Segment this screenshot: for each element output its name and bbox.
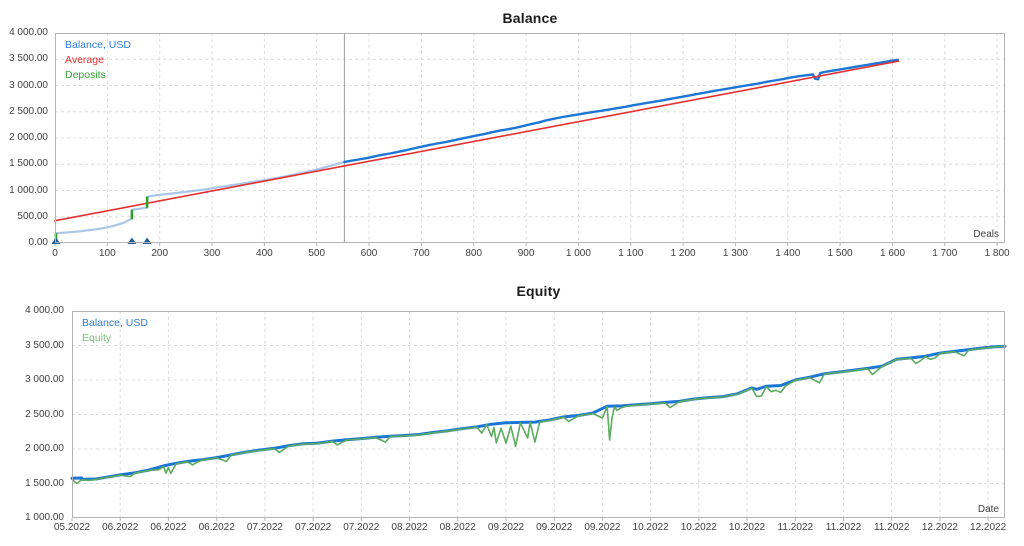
x-tick-label: 11.2022: [825, 522, 862, 533]
legend-item: Balance, USD: [82, 317, 148, 329]
balance-chart: Balance 4 000.00 3 500.00 3 000.00 2 500.00…: [0, 0, 1024, 270]
y-tick-label: 3 500.00: [25, 339, 64, 351]
balance-plot-canvas: [51, 33, 1005, 246]
y-tick-label: 3 500.00: [9, 53, 48, 65]
x-tick-label: 200: [151, 248, 169, 259]
y-tick-label: 1 000.00: [9, 184, 48, 196]
legend-item: Equity: [82, 332, 112, 344]
x-tick-label: 08.2022: [439, 522, 476, 533]
balance-chart-title: Balance: [502, 10, 558, 26]
legend-item: Average: [65, 54, 104, 66]
balance-legend: Balance, USD Average Deposits: [65, 38, 131, 83]
y-tick-label: 2 000.00: [9, 132, 48, 143]
equity-legend: Balance, USD Equity: [82, 316, 148, 346]
x-tick-label: 1 200: [670, 248, 696, 259]
x-tick-label: 400: [256, 248, 273, 259]
x-tick-label: 600: [360, 248, 378, 259]
x-tick-label: 07.2022: [343, 522, 380, 533]
balance-y-axis: 4 000.00 3 500.00 3 000.00 2 500.00 2 000.00…: [0, 0, 48, 270]
legend-item: Balance, USD: [65, 39, 131, 51]
x-tick-label: 10.2022: [680, 522, 717, 533]
series-balance-forward: [343, 58, 899, 164]
equity-chart-title: Equity: [516, 283, 561, 299]
x-tick-label: 06.2022: [198, 522, 235, 533]
x-tick-label: 800: [465, 248, 483, 259]
x-tick-label: 1 500: [827, 248, 853, 259]
legend-item: Deposits: [65, 69, 106, 81]
x-tick-label: 1 300: [722, 248, 748, 259]
y-tick-label: 1 000.00: [25, 512, 64, 523]
x-tick-label: 1 000: [565, 248, 591, 259]
x-tick-label: 12.2022: [921, 522, 958, 533]
x-tick-label: 1 100: [618, 248, 644, 259]
y-tick-label: 2 500.00: [25, 408, 64, 420]
x-tick-label: 07.2022: [246, 522, 283, 533]
series-equity: [71, 345, 1006, 485]
x-tick-label: 10.2022: [728, 522, 766, 533]
plot-border: [55, 33, 1005, 243]
equity-plot-area: [70, 311, 1007, 521]
equity-chart: Equity 4 000.00 3 500.00 3 000.00 2 500.00 2…: [0, 270, 1024, 546]
x-tick-label: 06.2022: [102, 522, 139, 533]
x-tick-label: 05.2022: [53, 522, 91, 533]
x-tick-label: 06.2022: [150, 522, 187, 533]
x-tick-label: 11.2022: [873, 522, 910, 533]
x-tick-label: 300: [203, 248, 221, 259]
x-tick-label: 500: [308, 248, 326, 259]
equity-axis-unit-label: Date: [977, 504, 999, 515]
x-tick-label: 08.2022: [391, 522, 428, 533]
x-tick-label: 09.2022: [536, 522, 573, 533]
y-tick-label: 1 500.00: [9, 158, 48, 170]
series-average: [54, 60, 900, 222]
x-tick-label: 1 400: [775, 248, 801, 259]
y-tick-label: 3 000.00: [25, 374, 64, 385]
y-tick-label: 500.00: [17, 210, 48, 222]
y-tick-label: 4 000.00: [9, 27, 48, 38]
balance-axis-unit-label: Deals: [973, 229, 999, 240]
y-tick-label: 0.00: [28, 237, 48, 248]
equity-x-axis: 05.2022 06.2022 06.2022 06.2022 07.2022 07.20…: [54, 522, 1007, 536]
x-tick-label: 1 600: [879, 248, 906, 259]
plot-border: [72, 311, 1005, 518]
y-tick-label: 2 000.00: [25, 443, 64, 454]
x-tick-label: 1 700: [932, 248, 958, 259]
x-tick-label: 0: [52, 248, 58, 259]
x-tick-label: 10.2022: [632, 522, 669, 533]
balance-plot-area: [51, 33, 1005, 246]
x-tick-label: 11.2022: [777, 522, 813, 533]
x-tick-label: 900: [517, 248, 535, 259]
x-tick-label: 700: [413, 248, 430, 259]
x-tick-label: 09.2022: [487, 522, 525, 533]
y-tick-label: 4 000.00: [25, 305, 64, 316]
y-tick-label: 1 500.00: [25, 477, 64, 489]
equity-y-axis: 4 000.00 3 500.00 3 000.00 2 500.00 2 000.00…: [0, 270, 64, 546]
x-tick-label: 09.2022: [584, 522, 621, 533]
y-tick-label: 2 500.00: [9, 105, 48, 117]
x-tick-label: 1 800: [984, 248, 1010, 259]
x-tick-label: 12.2022: [970, 522, 1007, 533]
x-tick-label: 07.2022: [295, 522, 332, 533]
y-tick-label: 3 000.00: [9, 79, 48, 91]
balance-x-axis: 0 100 200 300 400 500 600 700 800 900 1 000 1 100 1 …: [52, 248, 1009, 262]
x-tick-label: 100: [98, 248, 116, 259]
equity-plot-canvas: [70, 311, 1007, 521]
